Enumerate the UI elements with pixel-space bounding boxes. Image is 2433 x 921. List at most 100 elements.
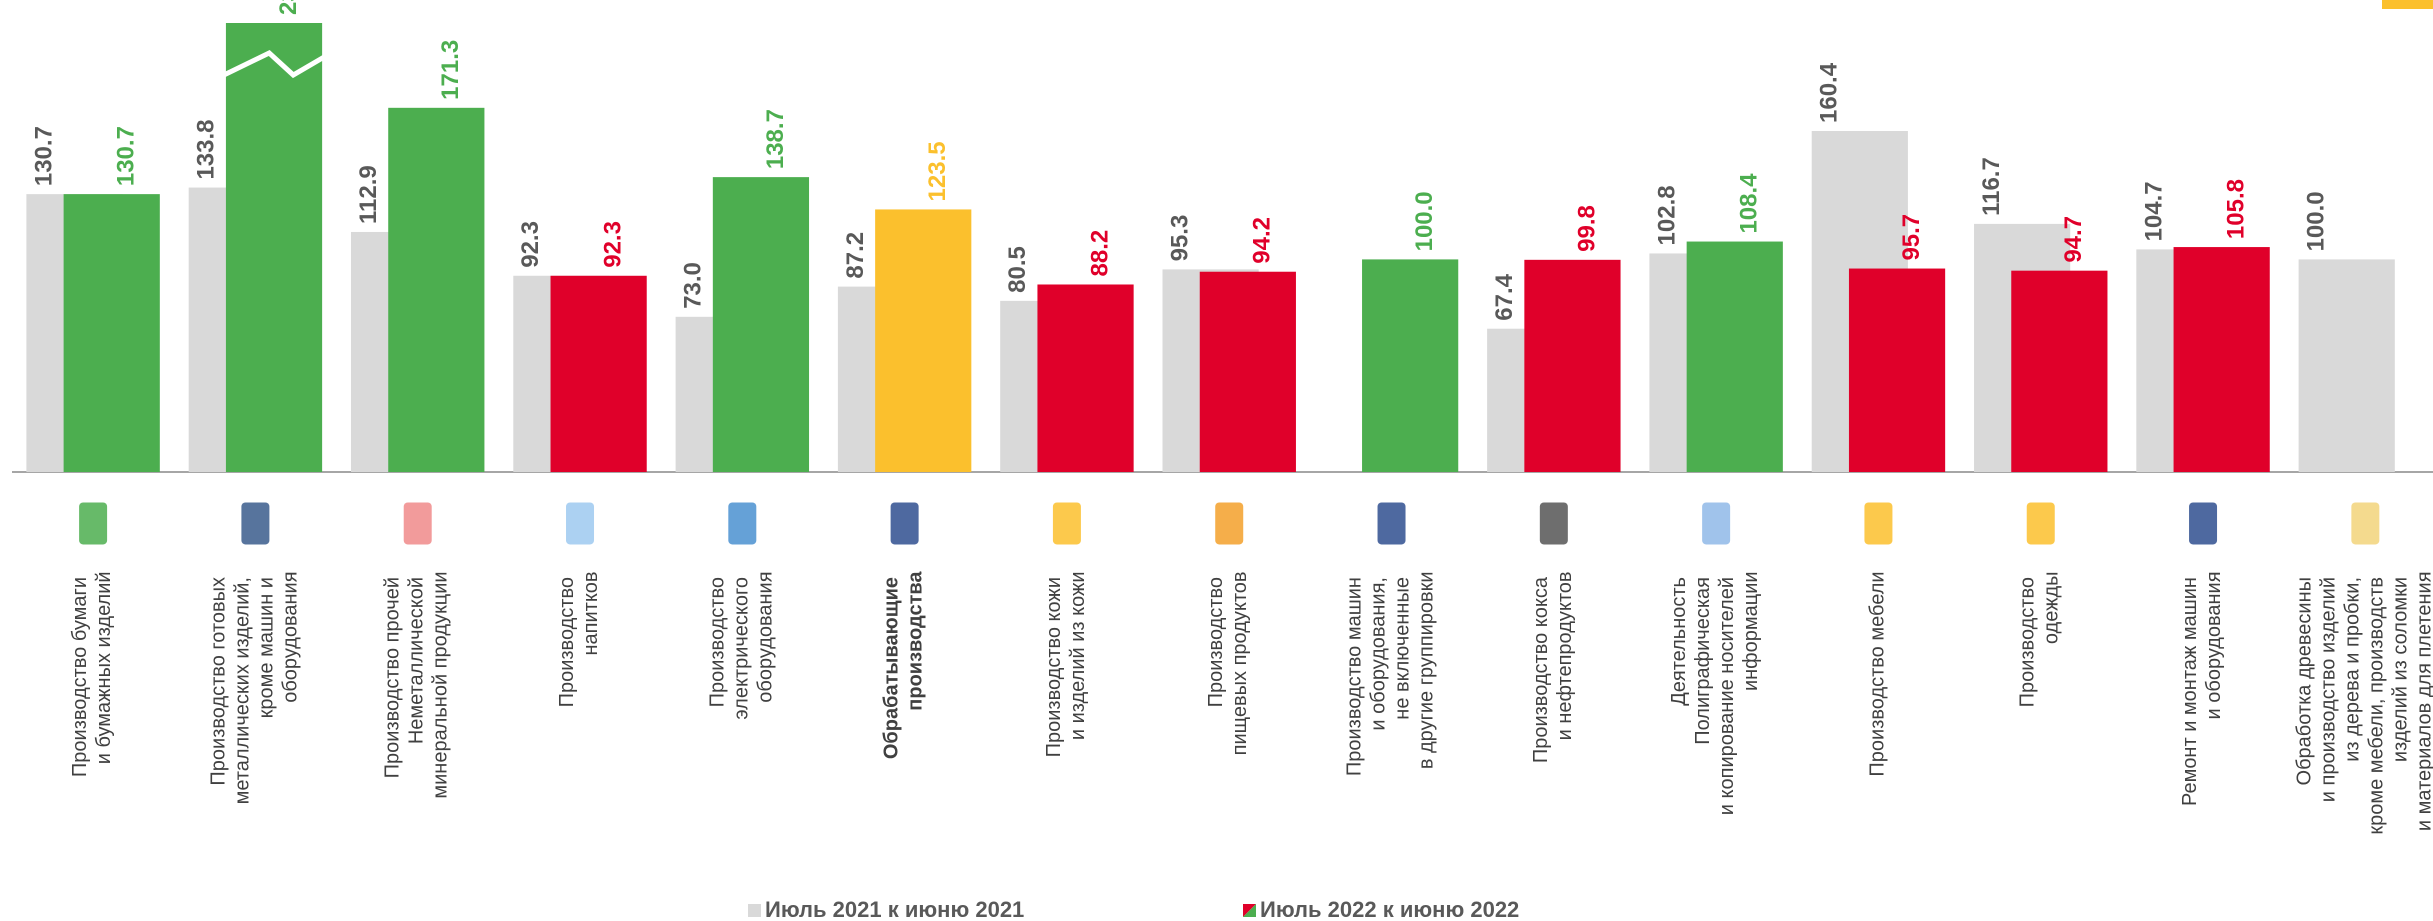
category-line: и материалов для плетения bbox=[2414, 571, 2433, 831]
icon bbox=[728, 502, 757, 545]
legend-label: Июль 2021 к июню 2021 bbox=[765, 897, 1024, 921]
icon bbox=[2189, 502, 2218, 545]
category-line: Ремонт и монтаж машин bbox=[2179, 571, 2201, 806]
category-line: Производство bbox=[556, 571, 578, 707]
value-label: 105.8 bbox=[2223, 179, 2250, 239]
category-label: Деятельность Полиграфическая и копирован… bbox=[1668, 571, 1762, 815]
category-line: Производство мебели bbox=[1867, 571, 1889, 776]
category-label: Производство напитков bbox=[556, 571, 602, 707]
category-label: Обработка древесины и производство издел… bbox=[2294, 571, 2433, 834]
category-line: и оборудования, bbox=[1368, 571, 1390, 730]
icon bbox=[890, 502, 919, 545]
bar bbox=[2298, 259, 2395, 472]
category-line: Неметаллической bbox=[406, 571, 428, 744]
value-label: 123.5 bbox=[924, 141, 951, 201]
category-line: Деятельность bbox=[1668, 571, 1690, 705]
category-line: металлических изделий, bbox=[232, 571, 254, 804]
value-label: 133.8 bbox=[193, 119, 220, 179]
category-label: Производство электрического оборудования bbox=[707, 571, 777, 719]
value-label: 92.3 bbox=[599, 221, 626, 268]
category-line: Полиграфическая bbox=[1692, 571, 1714, 744]
bar bbox=[1686, 241, 1783, 472]
value-label: 94.7 bbox=[2060, 216, 2087, 263]
value-label: 95.3 bbox=[1166, 215, 1193, 262]
category-line: информации bbox=[1740, 571, 1762, 691]
icon bbox=[1702, 502, 1731, 545]
category-label: Производство машин и оборудования, не вк… bbox=[1344, 571, 1438, 776]
category-line: оборудования bbox=[755, 571, 777, 702]
category-line: из дерева и пробки, bbox=[2342, 571, 2364, 761]
icon bbox=[403, 502, 432, 545]
category-label: Производство пищевых продуктов bbox=[1206, 571, 1252, 755]
category-line: пищевых продуктов bbox=[1230, 571, 1252, 755]
category-line: Производство кокса bbox=[1530, 571, 1552, 763]
icon bbox=[1539, 502, 1568, 545]
category-label: Производство кожи и изделий из кожи bbox=[1043, 571, 1089, 757]
icon bbox=[241, 502, 270, 545]
icon bbox=[1377, 502, 1406, 545]
category-line: Производство bbox=[2017, 571, 2039, 707]
category-label: Производство кокса и нефтепродуктов bbox=[1530, 571, 1576, 763]
value-label: 130.7 bbox=[113, 126, 140, 186]
value-label: 99.8 bbox=[1573, 205, 1600, 252]
bar bbox=[550, 275, 647, 472]
bar bbox=[63, 194, 160, 472]
value-label: 104.7 bbox=[2140, 181, 2167, 241]
category-line: минеральной продукции bbox=[430, 571, 452, 798]
value-label: 73.0 bbox=[680, 262, 707, 309]
icon bbox=[1052, 502, 1081, 545]
category-label: Производство готовых металлических издел… bbox=[208, 571, 302, 804]
bar bbox=[1199, 271, 1296, 472]
category-line: Производство прочей bbox=[382, 571, 404, 778]
bar bbox=[1362, 259, 1459, 472]
category-line: Обработка древесины bbox=[2294, 571, 2316, 785]
bar bbox=[1848, 268, 1946, 472]
value-label: 92.3 bbox=[517, 221, 544, 268]
value-label: 95.7 bbox=[1898, 214, 1925, 261]
value-label: 116.7 bbox=[1978, 157, 2005, 216]
category-line: и нефтепродуктов bbox=[1554, 571, 1576, 740]
value-label: 87.2 bbox=[842, 232, 869, 279]
category-line: кроме машин и bbox=[256, 571, 278, 718]
value-label: 67.4 bbox=[1491, 273, 1518, 320]
category-line: и изделий из кожи bbox=[1067, 571, 1089, 740]
category-line: кроме мебели, производств bbox=[2366, 571, 2388, 834]
value-label: 108.4 bbox=[1736, 173, 1763, 234]
legend-swatch bbox=[1243, 904, 1256, 917]
category-line: изделий из соломки bbox=[2390, 571, 2412, 762]
value-label: 112.9 bbox=[355, 165, 382, 224]
category-line: в другие группировки bbox=[1416, 571, 1438, 769]
category-label: Производство одежды bbox=[2017, 571, 2063, 707]
value-label: 80.5 bbox=[1004, 246, 1031, 293]
value-label: 100.0 bbox=[1411, 191, 1438, 251]
icon bbox=[2026, 502, 2055, 545]
bar bbox=[1037, 284, 1134, 472]
category-line: и производство изделий bbox=[2318, 571, 2340, 802]
icon bbox=[1864, 502, 1893, 545]
category-line: производства bbox=[905, 571, 927, 711]
value-label: 138.7 bbox=[762, 109, 789, 169]
bar bbox=[2011, 270, 2108, 472]
legend-label: Июль 2022 к июню 2022 bbox=[1260, 897, 1519, 921]
category-label: Производство прочей Неметаллической мине… bbox=[382, 571, 452, 798]
icon bbox=[1215, 502, 1244, 545]
category-line: Обрабатывающие bbox=[881, 571, 903, 759]
bar bbox=[875, 209, 972, 472]
legend-swatch bbox=[748, 904, 761, 917]
category-label: Производство мебели bbox=[1867, 571, 1889, 776]
category-line: и оборудования bbox=[2203, 571, 2225, 719]
value-label: 102.8 bbox=[1653, 185, 1680, 245]
value-label: 171.3 bbox=[437, 40, 464, 100]
value-label: 231.9 bbox=[275, 0, 302, 15]
category-line: Производство машин bbox=[1344, 571, 1366, 776]
category-line: и копирование носителей bbox=[1716, 571, 1738, 815]
category-line: электрического bbox=[731, 571, 753, 719]
axis-break bbox=[222, 50, 326, 79]
category-line: и бумажных изделий bbox=[93, 571, 115, 764]
category-line: напитков bbox=[580, 571, 602, 655]
value-label: 88.2 bbox=[1086, 230, 1113, 277]
category-line: оборудования bbox=[280, 571, 302, 702]
category-label: Ремонт и монтаж машин и оборудования bbox=[2179, 571, 2225, 806]
category-line: Производство готовых bbox=[208, 571, 230, 785]
